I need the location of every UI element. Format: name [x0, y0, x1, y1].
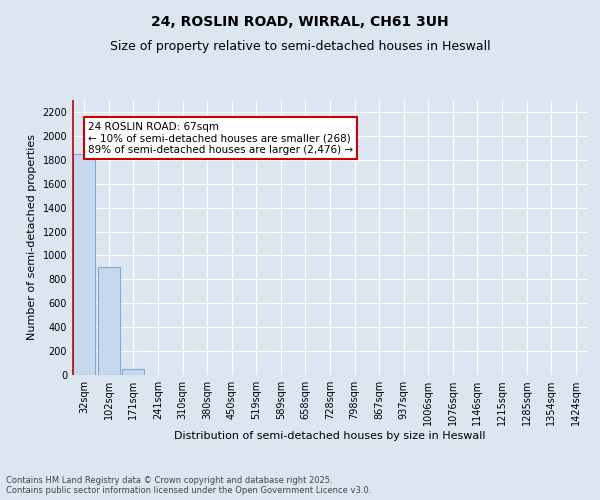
- Bar: [98, 268, 120, 375]
- X-axis label: Distribution of semi-detached houses by size in Heswall: Distribution of semi-detached houses by …: [174, 431, 486, 441]
- Text: 24 ROSLIN ROAD: 67sqm
← 10% of semi-detached houses are smaller (268)
89% of sem: 24 ROSLIN ROAD: 67sqm ← 10% of semi-deta…: [88, 122, 353, 154]
- Bar: [73, 154, 95, 375]
- Text: Size of property relative to semi-detached houses in Heswall: Size of property relative to semi-detach…: [110, 40, 490, 53]
- Bar: [122, 369, 145, 375]
- Y-axis label: Number of semi-detached properties: Number of semi-detached properties: [27, 134, 37, 340]
- Text: Contains HM Land Registry data © Crown copyright and database right 2025.
Contai: Contains HM Land Registry data © Crown c…: [6, 476, 371, 495]
- Text: 24, ROSLIN ROAD, WIRRAL, CH61 3UH: 24, ROSLIN ROAD, WIRRAL, CH61 3UH: [151, 15, 449, 29]
